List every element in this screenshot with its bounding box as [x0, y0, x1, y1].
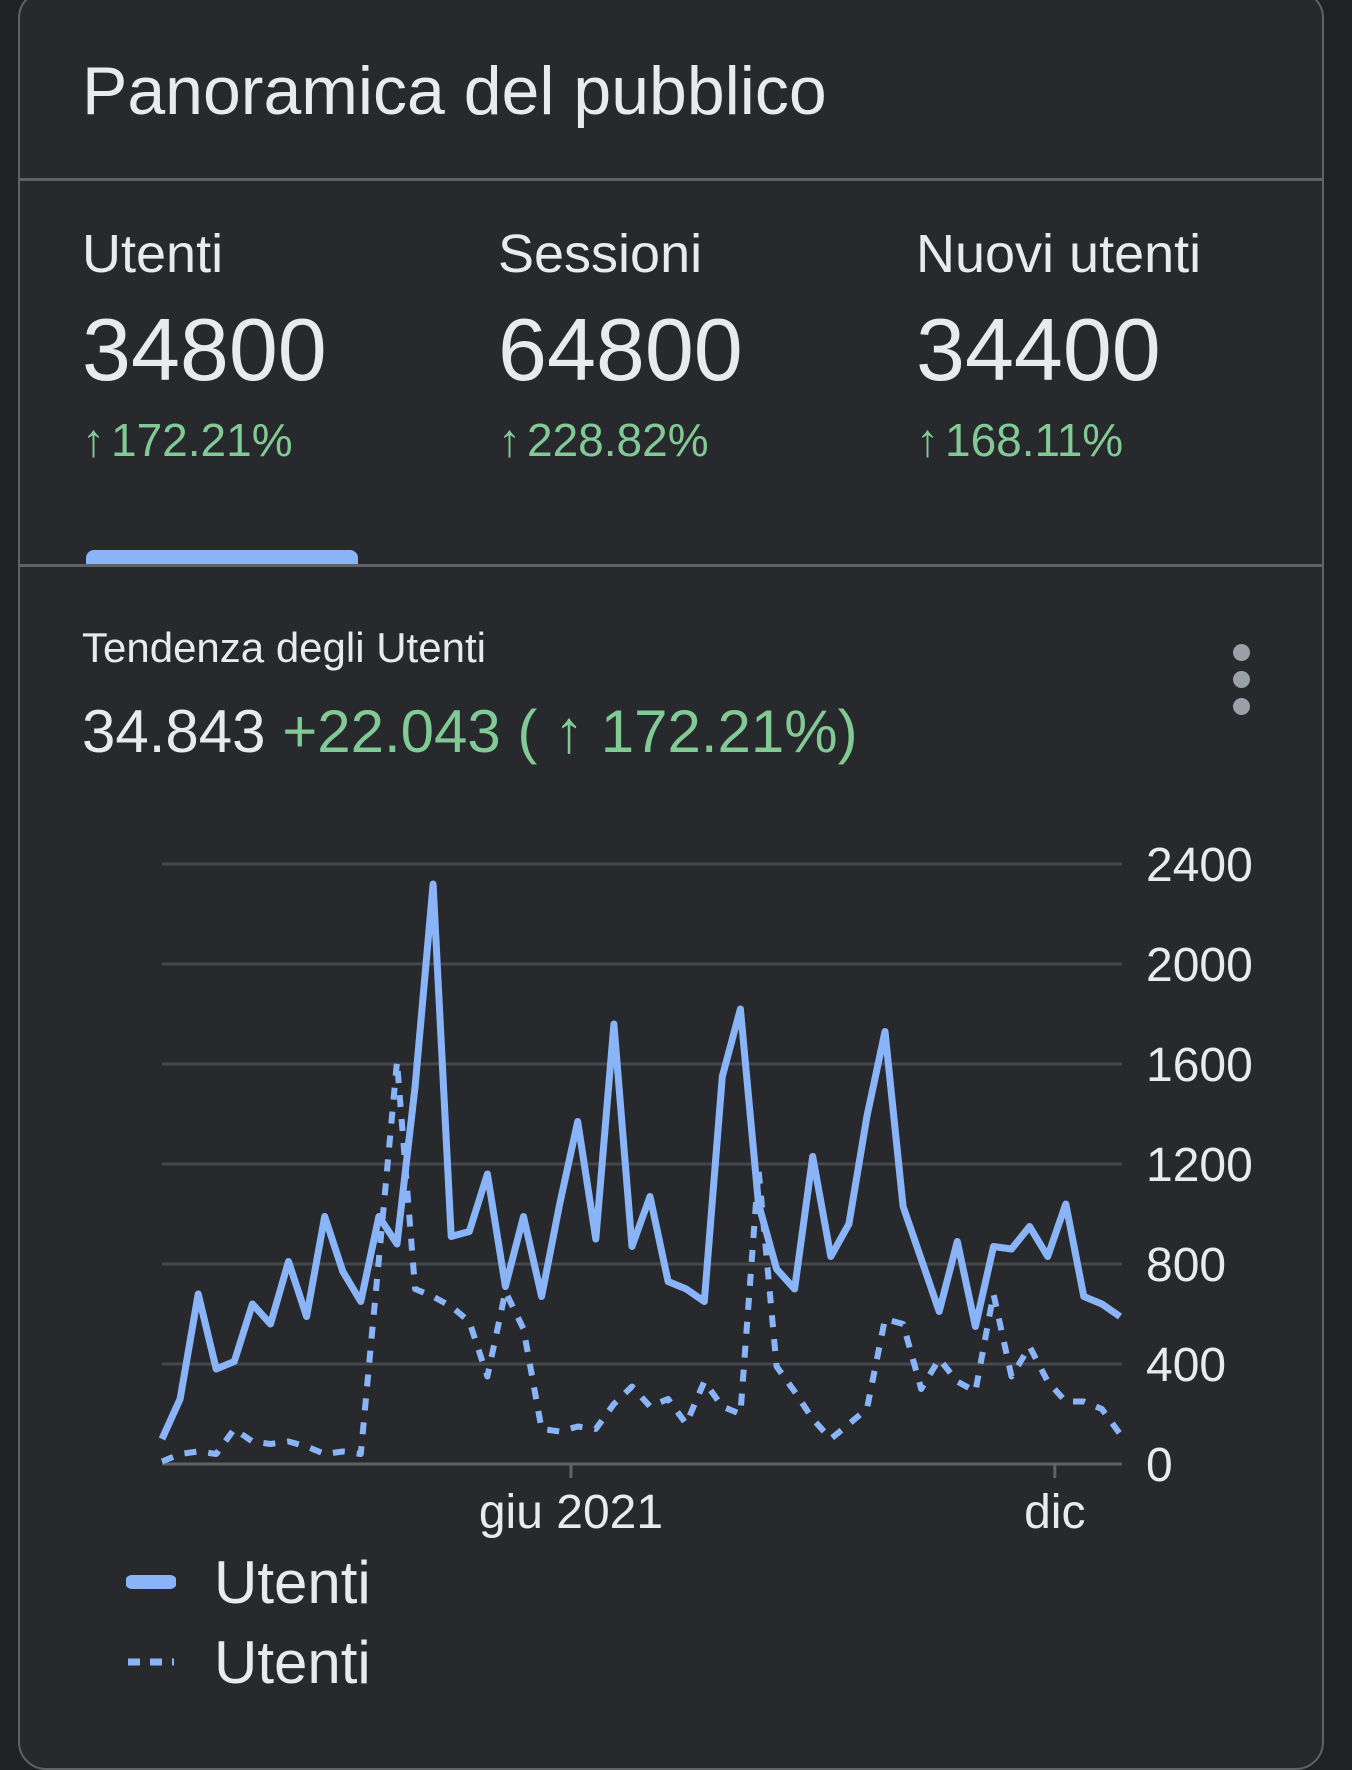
series-line-dashed — [160, 1058, 1123, 1465]
selected-tab-indicator — [86, 550, 358, 564]
tab-utenti[interactable]: Utenti 34800 ↑ 172.21% — [82, 222, 327, 562]
more-vert-icon[interactable] — [1226, 644, 1256, 718]
metric-change-value: 168.11% — [945, 414, 1124, 466]
metric-label: Sessioni — [498, 224, 703, 284]
trend-delta: +22.043 ( ↑ 172.21%) — [282, 698, 858, 765]
legend-swatch-solid — [126, 1572, 186, 1592]
metric-change-value: 228.82% — [527, 414, 709, 466]
metric-change-value: 172.21% — [111, 414, 293, 466]
chart-title: Tendenza degli Utenti — [82, 624, 486, 671]
y-tick-label: 800 — [1146, 1239, 1226, 1292]
metric-change: ↑ 228.82% — [498, 412, 743, 468]
audience-overview-card: Panoramica del pubblico Utenti 34800 ↑ 17… — [18, 0, 1324, 1770]
x-tick-label: dic — [1024, 1486, 1085, 1539]
metric-value: 34800 — [82, 300, 327, 399]
trend-total: 34.843 — [82, 698, 266, 765]
y-tick-label: 0 — [1146, 1439, 1173, 1492]
arrow-up-icon: ↑ — [498, 414, 521, 466]
legend-item-solid[interactable]: Utenti — [126, 1542, 371, 1622]
metric-label: Utenti — [82, 224, 224, 284]
legend-item-dashed[interactable]: Utenti — [126, 1622, 371, 1702]
y-tick-label: 400 — [1146, 1339, 1226, 1392]
legend-swatch-dashed — [126, 1652, 186, 1672]
tab-sessioni[interactable]: Sessioni 64800 ↑ 228.82% — [498, 222, 743, 562]
metric-value: 34400 — [916, 300, 1161, 399]
tab-nuovi-utenti[interactable]: Nuovi utenti 34400 ↑ 168.11% — [916, 222, 1201, 562]
arrow-up-icon: ↑ — [82, 414, 105, 466]
metric-value: 64800 — [498, 300, 743, 399]
header-divider — [20, 178, 1322, 181]
arrow-up-icon: ↑ — [916, 414, 939, 466]
y-tick-label: 2000 — [1146, 939, 1253, 992]
chart-legend: Utenti Utenti — [126, 1542, 371, 1702]
legend-label: Utenti — [214, 1628, 371, 1696]
legend-label: Utenti — [214, 1548, 371, 1616]
y-tick-label: 1600 — [1146, 1039, 1253, 1092]
card-title: Panoramica del pubblico — [82, 53, 827, 129]
tabs-divider — [20, 564, 1322, 567]
metric-change: ↑ 172.21% — [82, 412, 327, 468]
metric-label: Nuovi utenti — [916, 224, 1202, 284]
metric-change: ↑ 168.11% — [916, 412, 1201, 468]
y-tick-label: 1200 — [1146, 1139, 1253, 1192]
chart-summary: 34.843 +22.043 ( ↑ 172.21%) — [82, 697, 858, 766]
x-tick-label: giu 2021 — [479, 1486, 663, 1539]
y-tick-label: 2400 — [1146, 839, 1253, 892]
series-line-solid — [158, 880, 1122, 1441]
trend-chart: 0 400 800 1200 1600 2000 2400 giu 2021 dic — [158, 839, 1253, 1539]
